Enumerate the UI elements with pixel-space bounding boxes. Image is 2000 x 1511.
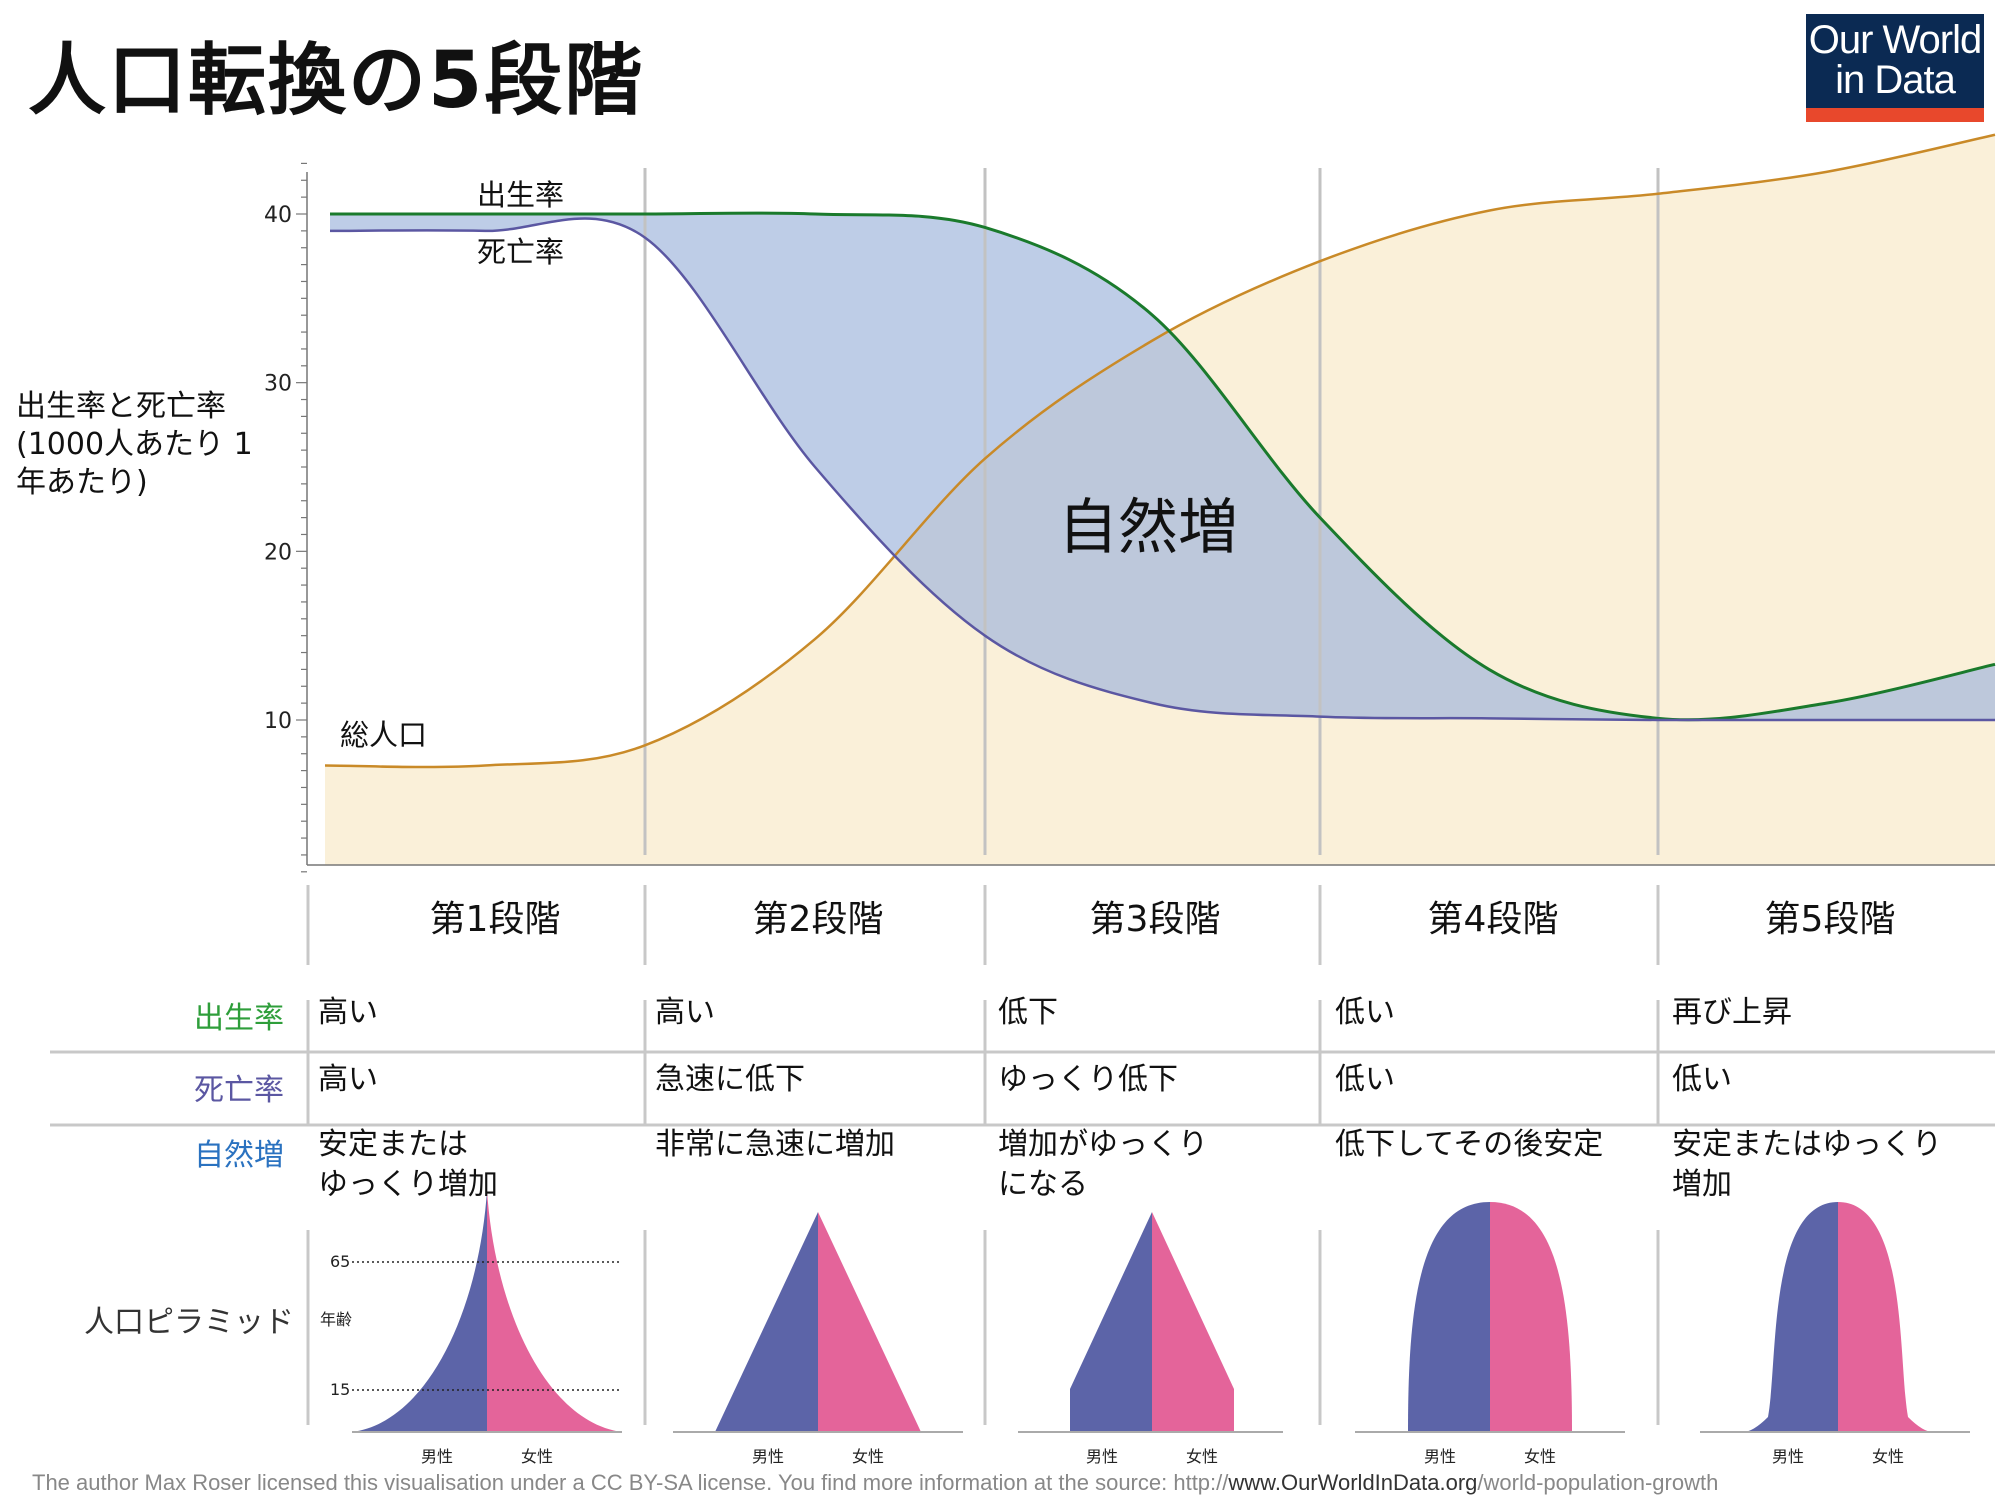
stage-1-label: 第1段階 bbox=[429, 899, 561, 940]
table-cell: 低下してその後安定 bbox=[1335, 1127, 1604, 1162]
table-cell: 急速に低下 bbox=[655, 1062, 805, 1097]
death-rate-label: 死亡率 bbox=[477, 235, 564, 269]
pyramid-female-side bbox=[1152, 1212, 1234, 1432]
population-pyramid-1: 男性 女性 65 15 年齢 bbox=[320, 1190, 622, 1466]
table-cell: 安定またはゆっくり増加 bbox=[1672, 1127, 1942, 1202]
population-pyramid-5: 男性 女性 bbox=[1700, 1202, 1970, 1466]
logo-line-2: in Data bbox=[1835, 58, 1956, 102]
pyramid-row-label: 人口ピラミッド bbox=[84, 1305, 294, 1340]
footer-site-link[interactable]: www.OurWorldInData.org bbox=[1228, 1470, 1478, 1495]
logo-line-1: Our World bbox=[1808, 18, 1983, 62]
pyramid-male-side bbox=[1070, 1212, 1152, 1432]
population-pyramid-3: 男性 女性 bbox=[1018, 1212, 1283, 1466]
age-mark-label: 65 bbox=[330, 1252, 350, 1271]
pyramid-female-side bbox=[1838, 1202, 1933, 1432]
population-pyramid-2: 男性 女性 bbox=[673, 1212, 963, 1466]
y-tick-label: 40 bbox=[264, 203, 292, 228]
pyramid-male-label: 男性 bbox=[1086, 1447, 1118, 1466]
table-cell: ゆっくり低下 bbox=[998, 1062, 1178, 1097]
table-cell: 低い bbox=[1335, 1062, 1395, 1097]
pyramid-female-label: 女性 bbox=[852, 1447, 884, 1466]
population-line bbox=[324, 133, 1996, 769]
pyramid-male-label: 男性 bbox=[1772, 1447, 1804, 1466]
row-label-birth: 出生率 bbox=[194, 1001, 284, 1036]
population-pyramid-4: 男性 女性 bbox=[1355, 1202, 1625, 1466]
pyramid-male-side bbox=[1408, 1202, 1490, 1432]
pyramid-male-side bbox=[715, 1212, 818, 1432]
age-axis-label: 年齢 bbox=[320, 1310, 352, 1329]
logo-bar bbox=[1806, 108, 1984, 122]
table-cell: 低い bbox=[1335, 995, 1395, 1030]
row-label-increase: 自然増 bbox=[194, 1138, 284, 1173]
population-label: 総人口 bbox=[340, 718, 427, 752]
table-cell: 高い bbox=[318, 1062, 378, 1097]
y-tick-label: 20 bbox=[264, 540, 292, 565]
footer-path: /world-population-growth bbox=[1477, 1470, 1719, 1495]
pyramid-male-label: 男性 bbox=[421, 1447, 453, 1466]
natural-increase-area bbox=[330, 213, 1995, 721]
pyramid-male-label: 男性 bbox=[1424, 1447, 1456, 1466]
pyramid-female-label: 女性 bbox=[521, 1447, 553, 1466]
age-mark-label: 15 bbox=[330, 1380, 350, 1399]
pyramid-male-label: 男性 bbox=[752, 1447, 784, 1466]
pyramid-female-side bbox=[1490, 1202, 1572, 1432]
footer-text: The author Max Roser licensed this visua… bbox=[32, 1470, 1229, 1495]
pyramid-female-side bbox=[818, 1212, 921, 1432]
table-cell: 増加がゆっくり になる bbox=[998, 1127, 1208, 1202]
stage-2-label: 第2段階 bbox=[752, 899, 884, 940]
natural-increase-label: 自然増 bbox=[1058, 493, 1238, 563]
table-cell: 高い bbox=[655, 995, 715, 1030]
y-tick-label: 10 bbox=[264, 709, 292, 734]
table-cell: 安定またはゆっくり増加 bbox=[318, 1127, 498, 1202]
pyramid-male-side bbox=[1743, 1202, 1838, 1432]
stage-3-label: 第3段階 bbox=[1089, 899, 1221, 940]
footer-credit: The author Max Roser licensed this visua… bbox=[32, 1470, 1718, 1496]
pyramid-male-side bbox=[352, 1190, 487, 1432]
pyramid-female-label: 女性 bbox=[1872, 1447, 1904, 1466]
table-cell: 低い bbox=[1672, 1062, 1732, 1097]
birth-rate-label: 出生率 bbox=[477, 178, 564, 212]
pyramid-female-side bbox=[487, 1190, 622, 1432]
pyramid-female-label: 女性 bbox=[1186, 1447, 1218, 1466]
pyramid-female-label: 女性 bbox=[1524, 1447, 1556, 1466]
table-cell: 高い bbox=[318, 995, 378, 1030]
row-label-death: 死亡率 bbox=[194, 1073, 284, 1108]
death-rate-line bbox=[329, 217, 1995, 722]
table-cell: 再び上昇 bbox=[1672, 995, 1792, 1030]
page-title: 人口転換の5段階 bbox=[28, 36, 645, 126]
owid-logo[interactable]: Our World in Data bbox=[1806, 14, 1984, 122]
y-axis-label: 出生率と死亡率 (1000人あたり 1年あたり) bbox=[16, 389, 253, 500]
table-cell: 低下 bbox=[998, 995, 1058, 1030]
stage-4-label: 第4段階 bbox=[1427, 899, 1559, 940]
table-cell: 非常に急速に増加 bbox=[655, 1127, 895, 1162]
y-tick-label: 30 bbox=[264, 372, 292, 397]
stage-5-label: 第5段階 bbox=[1764, 899, 1896, 940]
